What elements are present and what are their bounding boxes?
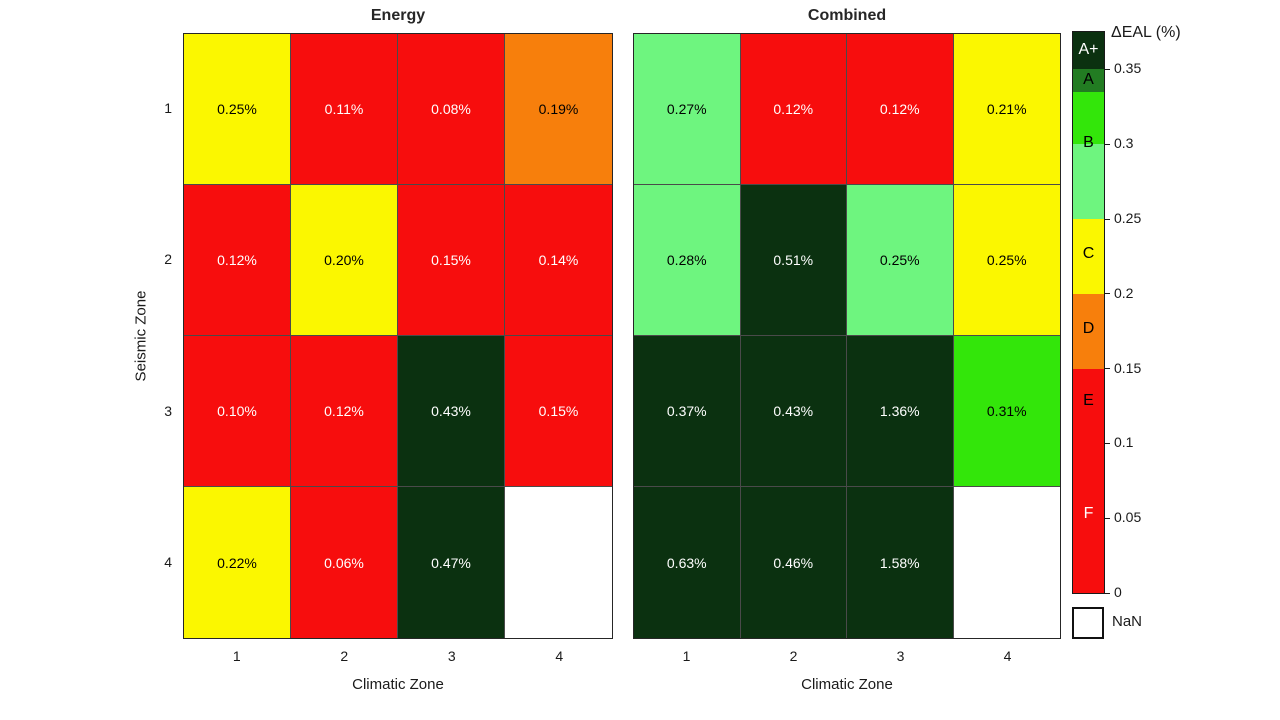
colorbar-segment	[1073, 91, 1104, 145]
colorbar-grade-label: C	[1082, 244, 1095, 262]
heatmap-cell: 0.27%	[634, 34, 741, 185]
heatmap-cell: 0.43%	[398, 336, 505, 487]
heatmap-cell: 0.43%	[740, 336, 847, 487]
heatmap-cell	[953, 487, 1060, 638]
heatmap-cell: 0.20%	[291, 185, 398, 336]
heatmap-cell: 0.12%	[847, 34, 954, 185]
x-tick-label: 2	[789, 648, 798, 664]
heatmap-grid-energy: 0.25% 0.11% 0.08% 0.19% 0.12% 0.20% 0.15% 0.14%…	[183, 33, 613, 639]
heatmap-cell: 0.25%	[847, 185, 954, 336]
colorbar-tick-label: 0.15	[1114, 359, 1142, 376]
heatmap-cell: 0.15%	[398, 185, 505, 336]
colorbar-tick-label: 0.2	[1114, 284, 1134, 301]
colorbar-tick-label: 0.05	[1114, 509, 1142, 526]
heatmap-cell: 0.12%	[740, 34, 847, 185]
heatmap-cell: 0.08%	[398, 34, 505, 185]
colorbar-tick-label: 0.25	[1114, 210, 1142, 226]
colorbar-tick-label: 0.35	[1114, 60, 1142, 77]
x-tick-label: 4	[1003, 648, 1012, 664]
heatmap-cell: 0.12%	[291, 336, 398, 487]
heatmap-cell: 1.36%	[847, 336, 954, 487]
colorbar-grade-label: B	[1083, 134, 1094, 152]
y-tick-label: 3	[164, 402, 172, 419]
colorbar-segment	[1073, 443, 1104, 593]
heatmap-cell: 0.06%	[291, 487, 398, 638]
y-tick-label: 1	[164, 99, 172, 116]
colorbar-segment	[1073, 293, 1104, 369]
heatmap-cell: 0.63%	[634, 487, 741, 638]
colorbar-grade-label: D	[1082, 319, 1095, 337]
heatmap-cell: 0.14%	[505, 185, 612, 336]
colorbar-segment	[1073, 219, 1104, 294]
heatmap-cell: 0.25%	[184, 34, 291, 185]
colorbar-tick	[1105, 293, 1110, 295]
colorbar-tick	[1105, 218, 1110, 220]
heatmap-cell: 0.37%	[634, 336, 741, 487]
nan-swatch	[1072, 607, 1104, 639]
colorbar-segment	[1073, 69, 1104, 92]
combined-panel-title: Combined	[807, 7, 887, 24]
colorbar-grade-label: E	[1083, 391, 1094, 409]
x-tick-label: 1	[682, 648, 691, 664]
colorbar-tick	[1105, 592, 1110, 594]
heatmap-cell: 0.51%	[740, 185, 847, 336]
y-tick-label: 4	[164, 554, 172, 571]
colorbar-tick-label: 0	[1114, 584, 1122, 600]
y-axis-label: Seismic Zone	[132, 290, 150, 382]
x-tick-label: 2	[340, 648, 349, 664]
x-tick-label: 3	[447, 648, 456, 664]
colorbar-tick	[1105, 442, 1110, 444]
colorbar-tick	[1105, 368, 1110, 370]
heatmap-cell: 0.19%	[505, 34, 612, 185]
colorbar-tick	[1105, 143, 1110, 145]
heatmap-cell: 0.31%	[953, 336, 1060, 487]
heatmap-grid-combined: 0.27% 0.12% 0.12% 0.21% 0.28% 0.51% 0.25% 0.25%…	[633, 33, 1061, 639]
nan-label: NaN	[1112, 613, 1143, 630]
heatmap-cell: 0.12%	[184, 185, 291, 336]
heatmap-cell: 0.25%	[953, 185, 1060, 336]
colorbar-segment	[1073, 368, 1104, 444]
x-tick-label: 1	[232, 648, 241, 664]
heatmap-cell: 0.47%	[398, 487, 505, 638]
colorbar-grade-label: F	[1083, 505, 1094, 523]
energy-x-axis-label: Climatic Zone	[352, 676, 444, 693]
colorbar-grade-label: A	[1083, 70, 1094, 88]
heatmap-cell: 0.22%	[184, 487, 291, 638]
heatmap-cell: 0.28%	[634, 185, 741, 336]
heatmap-cell: 0.10%	[184, 336, 291, 487]
energy-panel-title: Energy	[370, 7, 426, 24]
colorbar-title: ΔEAL (%)	[1111, 24, 1181, 41]
colorbar-tick-label: 0.1	[1114, 434, 1134, 451]
colorbar-frame	[1072, 31, 1105, 594]
colorbar-grade-label: A+	[1078, 40, 1099, 58]
heatmap-cell: 0.21%	[953, 34, 1060, 185]
x-tick-label: 3	[896, 648, 905, 664]
colorbar-segment	[1073, 144, 1104, 219]
colorbar-tick-label: 0.3	[1114, 135, 1134, 152]
combined-x-axis-label: Climatic Zone	[801, 676, 893, 693]
heatmap-cell: 0.11%	[291, 34, 398, 185]
heatmap-cell	[505, 487, 612, 638]
heatmap-cell: 0.15%	[505, 336, 612, 487]
colorbar-tick	[1105, 517, 1110, 519]
x-tick-label: 4	[555, 648, 564, 664]
y-tick-label: 2	[164, 251, 172, 268]
heatmap-cell: 1.58%	[847, 487, 954, 638]
colorbar-tick	[1105, 68, 1110, 70]
heatmap-cell: 0.46%	[740, 487, 847, 638]
colorbar-segment	[1073, 32, 1104, 70]
